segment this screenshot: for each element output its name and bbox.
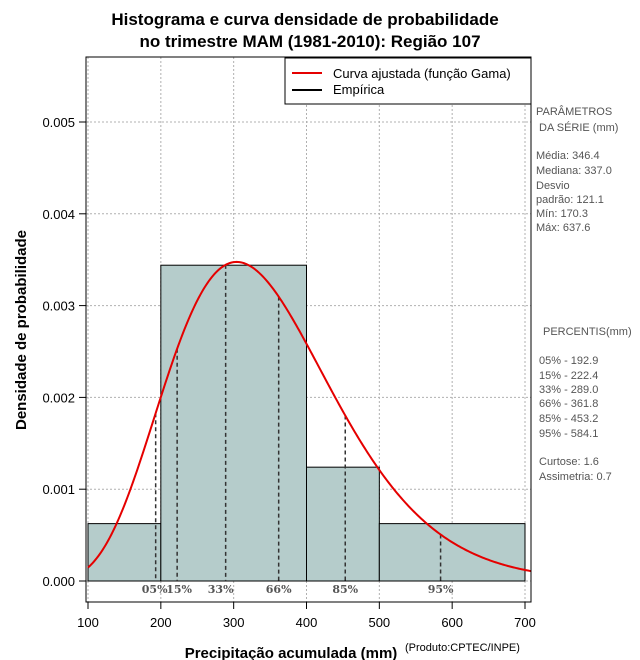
x-tick-label-300: 300 — [223, 615, 245, 630]
param-median: Mediana: 337.0 — [536, 165, 612, 177]
histogram-bar-200-400 — [160, 264, 307, 582]
y-tick-label-3: 0.003 — [42, 299, 75, 314]
param-sd-line-2: padrão: 121.1 — [536, 194, 604, 206]
legend-label-empirical: Empírica — [333, 82, 385, 97]
percentile-label-33%: 33% — [208, 583, 234, 596]
y-tick-label-0: 0.000 — [42, 574, 75, 589]
x-axis: 100 200 300 400 500 600 700 — [77, 602, 536, 630]
y-tick-label-1: 0.001 — [42, 482, 75, 497]
x-tick-label-100: 100 — [77, 615, 99, 630]
percentile-label-05%: 05% — [142, 583, 168, 596]
x-axis-label: Precipitação acumulada (mm) — [185, 645, 398, 660]
percentile-15: 15% - 222.4 — [539, 370, 598, 382]
percentile-33: 33% - 289.0 — [539, 384, 598, 396]
x-tick-label-600: 600 — [441, 615, 463, 630]
chart-title-line-1: Histograma e curva densidade de probabil… — [111, 10, 498, 29]
legend: Curva ajustada (função Gama) Empírica — [284, 57, 532, 105]
percentile-05: 05% - 192.9 — [539, 355, 598, 367]
histogram-bar-500-700 — [378, 523, 526, 582]
y-tick-label-2: 0.002 — [42, 390, 75, 405]
legend-label-curve: Curva ajustada (função Gama) — [333, 66, 511, 81]
x-tick-label-400: 400 — [296, 615, 318, 630]
percentile-header: PERCENTIS(mm) — [543, 326, 632, 338]
param-mean: Média: 346.4 — [536, 150, 600, 162]
x-tick-label-700: 700 — [514, 615, 536, 630]
param-header-line-1: PARÂMETROS — [536, 105, 612, 118]
side-panel: PARÂMETROS DA SÉRIE (mm) Média: 346.4 Me… — [536, 105, 632, 483]
stat-skewness: Assimetria: 0.7 — [539, 471, 612, 483]
chart-title-line-2: no trimestre MAM (1981-2010): Região 107 — [139, 32, 480, 51]
percentile-95: 95% - 584.1 — [539, 428, 598, 440]
percentile-label-85%: 85% — [332, 583, 358, 596]
y-tick-label-5: 0.005 — [42, 115, 75, 130]
param-header-line-2: DA SÉRIE (mm) — [539, 121, 618, 134]
percentile-85: 85% - 453.2 — [539, 413, 598, 425]
stat-kurtosis: Curtose: 1.6 — [539, 456, 599, 468]
y-axis: 0.000 0.001 0.002 0.003 0.004 0.005 — [42, 115, 86, 589]
legend-box — [284, 57, 532, 105]
param-min: Mín: 170.3 — [536, 208, 588, 220]
percentile-lines — [154, 264, 442, 581]
percentile-66: 66% - 361.8 — [539, 398, 598, 410]
x-tick-label-200: 200 — [150, 615, 172, 630]
param-max: Máx: 637.6 — [536, 222, 590, 234]
param-sd-line-1: Desvio — [536, 180, 570, 192]
y-tick-label-4: 0.004 — [42, 207, 75, 222]
percentile-label-15%: 15% — [166, 583, 192, 596]
x-tick-label-500: 500 — [368, 615, 390, 630]
percentile-label-66%: 66% — [266, 583, 292, 596]
fitted-gamma-curve — [87, 260, 532, 573]
percentile-labels: 05%15% 33% 66% 85% 95% — [142, 583, 454, 596]
percentile-label-95%: 95% — [428, 583, 454, 596]
y-axis-label: Densidade de probabilidade — [13, 230, 30, 430]
plot-area-border — [85, 56, 532, 603]
histogram-bar-100-200 — [87, 523, 162, 582]
histogram-bars — [87, 264, 526, 582]
product-credit: (Produto:CPTEC/INPE) — [405, 642, 520, 654]
histogram-bar-400-500 — [306, 466, 380, 582]
